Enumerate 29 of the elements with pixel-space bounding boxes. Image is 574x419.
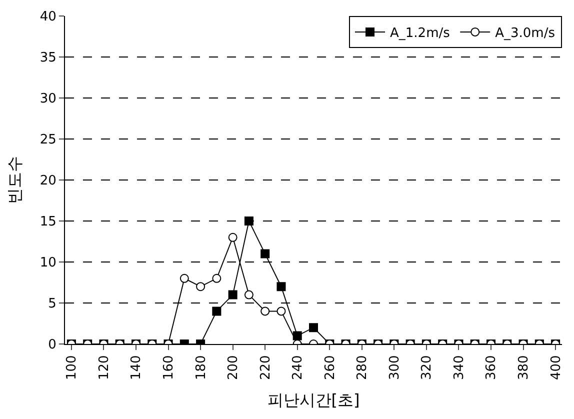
y-tick-label: 10 bbox=[40, 256, 56, 271]
x-tick-label: 200 bbox=[226, 355, 242, 380]
legend-label: A_1.2m/s bbox=[390, 26, 450, 42]
x-tick-label: 140 bbox=[129, 355, 144, 380]
y-tick-label: 25 bbox=[40, 132, 56, 148]
x-tick-label: 340 bbox=[452, 355, 467, 380]
y-tick-label: 15 bbox=[40, 214, 56, 230]
x-tick-label: 160 bbox=[161, 355, 176, 380]
legend-label: A_3.0m/s bbox=[495, 26, 556, 42]
x-tick-label: 360 bbox=[484, 355, 500, 380]
x-tick-label: 100 bbox=[64, 355, 80, 380]
x-tick-label: 380 bbox=[516, 355, 532, 380]
y-tick-label: 40 bbox=[40, 10, 56, 25]
x-tick-label: 280 bbox=[355, 355, 370, 380]
x-tick-label: 180 bbox=[194, 355, 209, 380]
x-tick-label: 120 bbox=[96, 355, 112, 380]
x-tick-label: 240 bbox=[290, 355, 306, 380]
x-tick-label: 320 bbox=[420, 355, 435, 380]
y-tick-label: 0 bbox=[48, 338, 56, 353]
x-tick-label: 260 bbox=[322, 355, 338, 380]
y-tick-label: 35 bbox=[40, 50, 56, 66]
y-tick-label: 20 bbox=[40, 174, 56, 189]
x-tick-label: 220 bbox=[258, 355, 274, 380]
x-tick-label: 300 bbox=[387, 355, 402, 380]
y-tick-label: 5 bbox=[48, 296, 56, 312]
x-tick-label: 400 bbox=[548, 355, 564, 380]
y-tick-label: 30 bbox=[40, 92, 56, 107]
x-axis-title: 피난시간[초] bbox=[267, 390, 360, 410]
y-axis-title: 빈도수 bbox=[4, 156, 24, 204]
